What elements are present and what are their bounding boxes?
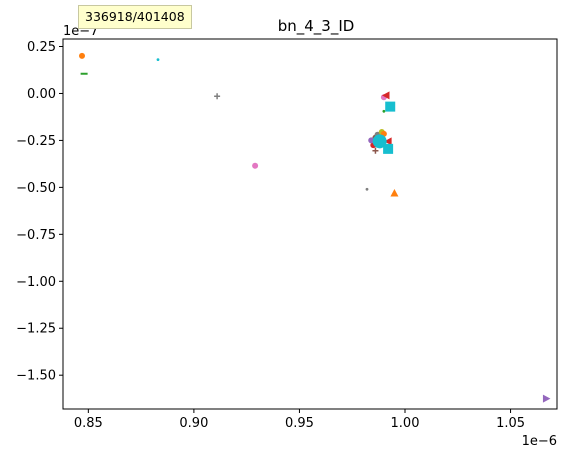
data-point [382, 91, 390, 100]
data-point [372, 147, 379, 154]
y-tick-label: −0.75 [16, 228, 56, 243]
x-axis-ticks: 0.85 0.90 0.95 1.00 1.05 [74, 409, 525, 431]
x-tick-label: 0.90 [179, 416, 208, 431]
x-tick-label: 0.85 [74, 416, 103, 431]
x-axis-offset-label: 1e−6 [522, 434, 557, 449]
y-axis-ticks: 0.25 0.00 −0.25 −0.50 −0.75 −1.00 −1.25 −1.50 [16, 40, 63, 384]
y-tick-label: 0.00 [27, 87, 56, 102]
data-point [542, 394, 551, 403]
data-point [390, 189, 399, 197]
data-point [383, 143, 394, 154]
data-point [365, 187, 369, 191]
data-point [214, 93, 221, 100]
data-point [252, 162, 259, 169]
x-tick-label: 1.05 [496, 416, 525, 431]
y-tick-label: −1.00 [16, 275, 56, 290]
data-point [384, 137, 392, 146]
y-tick-label: −0.25 [16, 134, 56, 149]
data-point [79, 52, 85, 59]
y-tick-label: −0.50 [16, 181, 56, 196]
y-tick-label: 0.25 [27, 40, 56, 55]
data-point [382, 109, 386, 113]
data-points [79, 52, 551, 403]
x-tick-label: 1.00 [391, 416, 420, 431]
y-tick-label: −1.50 [16, 369, 56, 384]
x-tick-label: 0.95 [285, 416, 314, 431]
plot-area-frame [62, 38, 558, 410]
data-point [385, 101, 396, 112]
chart-title: bn_4_3_ID [278, 17, 355, 36]
hover-tooltip: 336918/401408 [78, 5, 192, 29]
data-point [156, 58, 160, 62]
y-tick-label: −1.25 [16, 322, 56, 337]
